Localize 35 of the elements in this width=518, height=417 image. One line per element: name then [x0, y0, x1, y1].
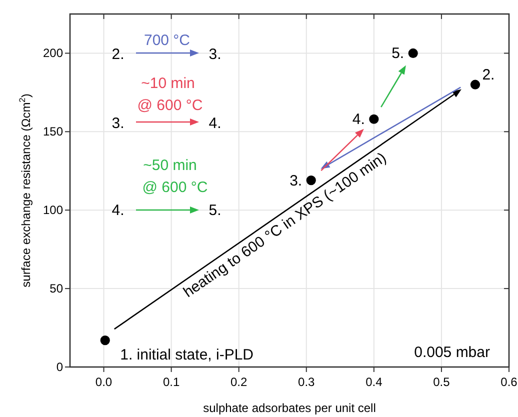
y-tick-label: 150	[42, 124, 64, 139]
annotation: 1. initial state, i-PLD	[120, 346, 254, 364]
x-tick-label: 0.6	[500, 375, 518, 389]
point	[369, 114, 379, 124]
x-tick-label: 0.2	[230, 375, 248, 389]
point	[100, 336, 110, 346]
y-tick-label: 200	[42, 46, 64, 60]
annotation: @ 600 °C	[137, 97, 203, 114]
y-tick-label: 50	[50, 282, 64, 296]
x-tick-label: 0.0	[95, 375, 112, 389]
x-tick-label: 0.5	[433, 375, 450, 389]
point	[470, 80, 480, 90]
annotation: 3.	[208, 46, 222, 63]
annotation: 2.	[482, 66, 495, 84]
y-tick-label: 0	[56, 360, 64, 374]
annotation: 5.	[392, 45, 404, 62]
annotation: 3.	[290, 172, 302, 190]
annotation: ~50 min	[143, 157, 197, 174]
x-tick-label: 0.1	[162, 375, 180, 389]
annotation: 4.	[352, 111, 365, 128]
annotation: 700 °C	[144, 32, 190, 49]
annotation: 3.	[112, 115, 124, 132]
y-tick-label: 100	[42, 203, 64, 218]
annotation: @ 600 °C	[142, 179, 208, 196]
x-axis-title: sulphate adsorbates per unit cell	[203, 401, 376, 415]
annotation: 4.	[208, 115, 222, 132]
point	[408, 48, 418, 58]
x-tick-label: 0.3	[298, 375, 316, 389]
annotation: 5.	[208, 202, 222, 219]
x-tick-label: 0.4	[366, 375, 383, 389]
annotation: ~10 min	[141, 75, 195, 92]
annotation: 2.	[112, 46, 124, 63]
point	[306, 176, 316, 186]
annotation: 4.	[112, 202, 124, 219]
annotation: 0.005 mbar	[414, 344, 490, 361]
